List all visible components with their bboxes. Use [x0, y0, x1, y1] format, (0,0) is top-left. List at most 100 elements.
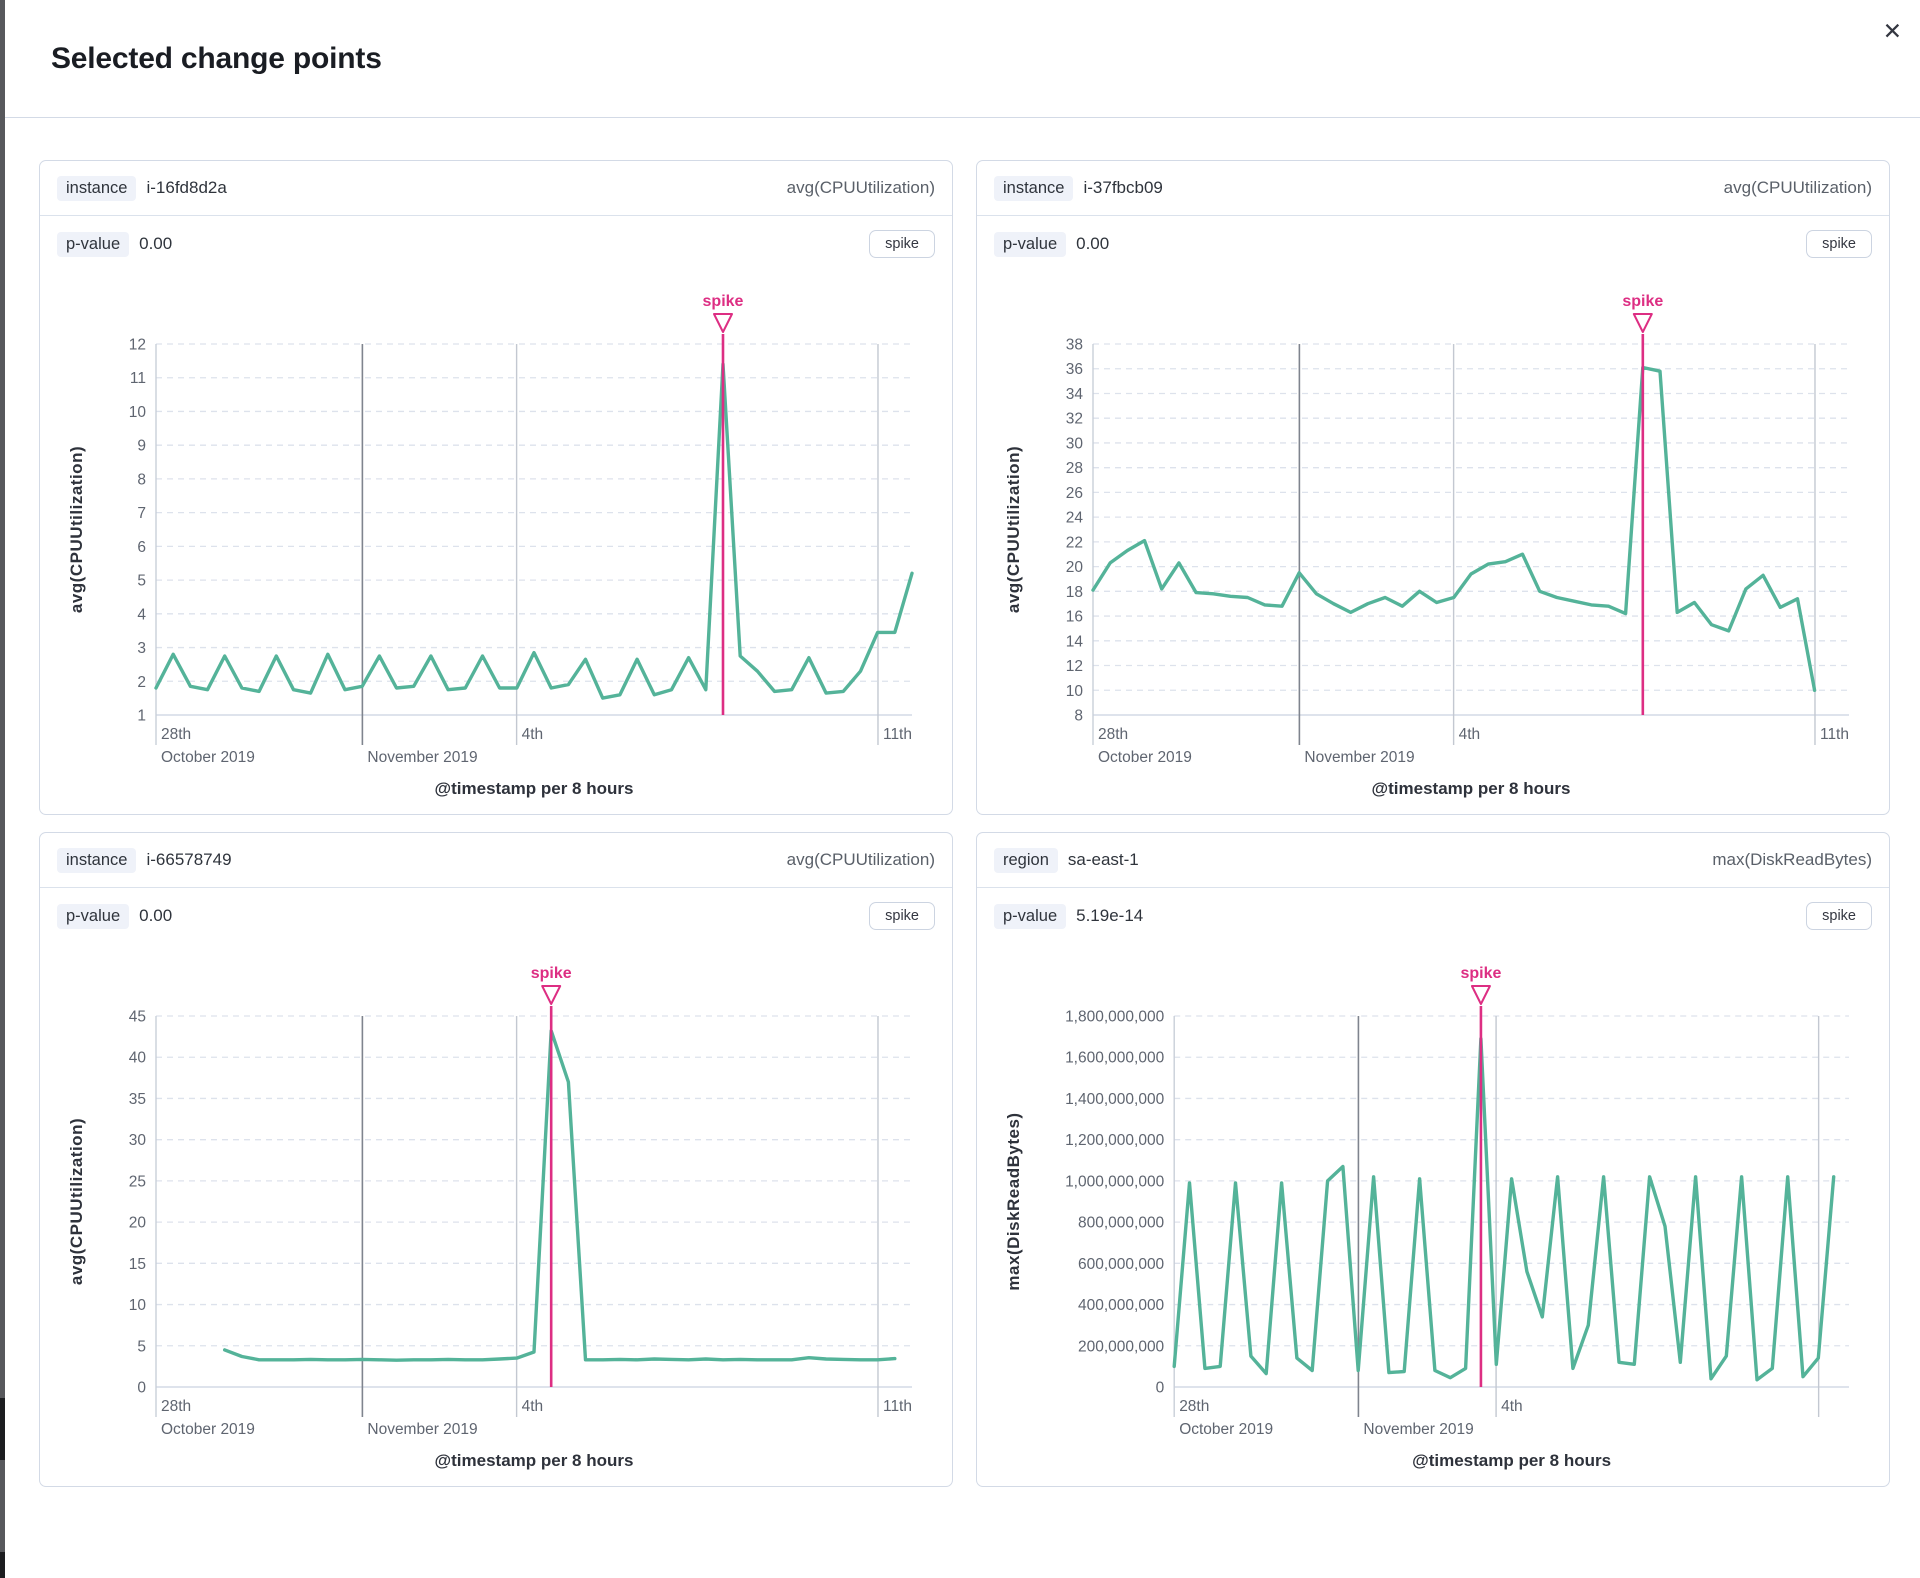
x-tick-month-label: November 2019	[367, 1421, 477, 1438]
y-axis-title: avg(CPUUtilization)	[67, 1118, 86, 1285]
y-tick-label: 1,800,000,000	[1065, 1009, 1165, 1026]
metric-label: avg(CPUUtilization)	[786, 850, 935, 869]
x-axis-title: @timestamp per 8 hours	[435, 1451, 634, 1470]
y-tick-label: 26	[1066, 485, 1083, 502]
metric-label: avg(CPUUtilization)	[1723, 178, 1872, 197]
split-field-value: i-37fbcb09	[1083, 178, 1163, 197]
change-type-button[interactable]: spike	[1806, 230, 1872, 258]
background-page-fragment	[0, 1552, 5, 1578]
metric-label: avg(CPUUtilization)	[786, 178, 935, 197]
chart-area: 0 5 10 15 20 25 30 35 40 45 28th October 2019 Novemb…	[40, 944, 952, 1486]
y-tick-label: 11	[130, 370, 146, 387]
y-tick-label: 9	[137, 438, 146, 455]
split-field-value: i-16fd8d2a	[146, 178, 227, 197]
background-page-edge	[0, 0, 5, 1578]
series-line	[154, 362, 914, 700]
x-axis-title: @timestamp per 8 hours	[1372, 779, 1571, 798]
p-value: 0.00	[139, 234, 173, 253]
x-tick-month-label: October 2019	[161, 1421, 255, 1438]
panel-header: region sa-east-1 max(DiskReadBytes)	[977, 833, 1889, 888]
y-axis-title: max(DiskReadBytes)	[1004, 1112, 1023, 1290]
y-tick-label: 14	[1066, 633, 1084, 650]
y-tick-label: 40	[129, 1050, 147, 1067]
split-field-badge: instance	[57, 175, 137, 201]
y-tick-label: 16	[1066, 609, 1083, 626]
y-tick-label: 8	[1074, 708, 1083, 725]
panel-header: instance i-66578749 avg(CPUUtilization)	[40, 833, 952, 888]
y-tick-label: 10	[129, 1297, 147, 1314]
y-tick-label: 18	[1066, 584, 1083, 601]
x-tick-day-label: 4th	[522, 1398, 544, 1415]
x-tick-day-label: 11th	[883, 1398, 912, 1415]
panel-subheader: p-value 0.00 spike	[977, 216, 1889, 272]
change-points-modal: Selected change points ✕ instance i-16fd…	[5, 0, 1920, 1578]
y-tick-label: 2	[137, 674, 146, 691]
y-tick-label: 30	[1066, 435, 1084, 452]
y-tick-label: 12	[1066, 658, 1083, 675]
x-tick-month-label: October 2019	[1179, 1421, 1273, 1438]
change-point-chart: 8 10 12 14 16 18 20 22 24 26 28 30 32 34 36 38 28th Octob…	[1004, 293, 1849, 798]
y-tick-label: 1,000,000,000	[1065, 1173, 1165, 1190]
change-point-chart: 0 5 10 15 20 25 30 35 40 45 28th October 2019 Novemb…	[67, 965, 912, 1470]
series-line	[1172, 1036, 1836, 1382]
y-tick-label: 1,400,000,000	[1065, 1091, 1165, 1108]
panel-header: instance i-16fd8d2a avg(CPUUtilization)	[40, 161, 952, 216]
y-tick-label: 1,600,000,000	[1065, 1050, 1165, 1067]
y-tick-label: 36	[1066, 361, 1083, 378]
x-tick-day-label: 11th	[883, 726, 912, 743]
split-field-badge: region	[994, 847, 1058, 873]
y-tick-label: 35	[129, 1091, 146, 1108]
change-type-button[interactable]: spike	[1806, 902, 1872, 930]
x-tick-month-label: October 2019	[1098, 749, 1192, 766]
x-tick-day-label: 4th	[1501, 1398, 1523, 1415]
split-field-badge: instance	[57, 847, 137, 873]
x-tick-day-label: 4th	[522, 726, 544, 743]
y-tick-label: 28	[1066, 460, 1083, 477]
page-title: Selected change points	[51, 41, 382, 75]
p-value: 5.19e-14	[1076, 906, 1144, 925]
y-tick-label: 30	[129, 1132, 147, 1149]
close-icon[interactable]: ✕	[1873, 14, 1912, 49]
panels-grid: instance i-16fd8d2a avg(CPUUtilization) …	[39, 160, 1890, 1487]
p-value-badge: p-value	[994, 231, 1067, 257]
x-tick-day-label: 4th	[1459, 726, 1481, 743]
y-tick-label: 12	[129, 337, 146, 354]
y-tick-label: 1	[137, 708, 146, 725]
change-point-panel: instance i-66578749 avg(CPUUtilization) …	[39, 832, 953, 1487]
y-axis-title: avg(CPUUtilization)	[1004, 446, 1023, 613]
panel-header: instance i-37fbcb09 avg(CPUUtilization)	[977, 161, 1889, 216]
y-tick-label: 200,000,000	[1078, 1338, 1165, 1355]
spike-annotation-label: spike	[1460, 965, 1501, 982]
chart-area: 8 10 12 14 16 18 20 22 24 26 28 30 32 34 36 38 28th Octob…	[977, 272, 1889, 814]
change-point-panel: instance i-37fbcb09 avg(CPUUtilization) …	[976, 160, 1890, 815]
p-value: 0.00	[1076, 234, 1110, 253]
panel-subheader: p-value 0.00 spike	[40, 888, 952, 944]
series-line	[1091, 365, 1817, 692]
series-line	[222, 1029, 897, 1362]
modal-header: Selected change points	[5, 0, 1920, 118]
x-tick-day-label: 28th	[161, 726, 191, 743]
x-tick-day-label: 28th	[1179, 1398, 1209, 1415]
spike-annotation-marker-icon	[713, 313, 733, 333]
p-value-badge: p-value	[994, 903, 1067, 929]
x-tick-day-label: 11th	[1820, 726, 1849, 743]
y-tick-label: 600,000,000	[1078, 1256, 1165, 1273]
y-tick-label: 0	[1156, 1380, 1165, 1397]
panel-subheader: p-value 5.19e-14 spike	[977, 888, 1889, 944]
y-tick-label: 7	[137, 505, 146, 522]
chart-area: 0 200,000,000 400,000,000 600,000,000 800,00…	[977, 944, 1889, 1486]
y-tick-label: 24	[1066, 510, 1084, 527]
x-tick-month-label: October 2019	[161, 749, 255, 766]
change-type-button[interactable]: spike	[869, 902, 935, 930]
x-tick-month-label: November 2019	[1363, 1421, 1473, 1438]
y-tick-label: 8	[137, 471, 146, 488]
y-tick-label: 4	[137, 606, 146, 623]
y-tick-label: 10	[1066, 683, 1084, 700]
y-tick-label: 22	[1066, 534, 1083, 551]
y-tick-label: 0	[137, 1380, 146, 1397]
y-tick-label: 5	[137, 1338, 146, 1355]
spike-annotation-marker-icon	[1632, 313, 1653, 333]
y-tick-label: 38	[1066, 337, 1083, 354]
change-type-button[interactable]: spike	[869, 230, 935, 258]
y-tick-label: 3	[137, 640, 146, 657]
